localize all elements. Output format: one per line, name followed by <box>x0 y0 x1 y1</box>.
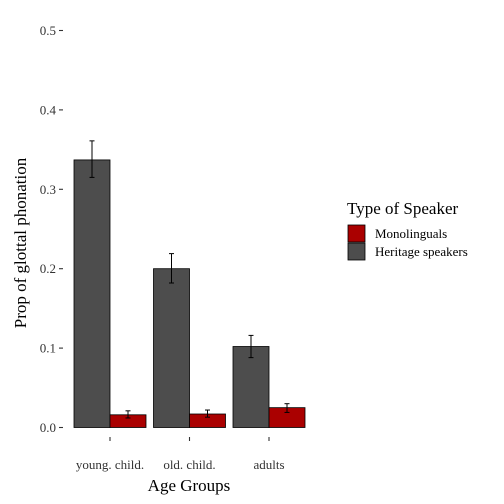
y-axis: 0.0 0.1 0.2 0.3 0.4 0.5 <box>40 23 63 435</box>
legend-swatch <box>347 224 366 243</box>
x-axis: young. child. old. child. adults <box>76 437 285 472</box>
y-tick-label: 0.2 <box>40 261 56 276</box>
x-tick-label: young. child. <box>76 457 144 472</box>
bar-heritage <box>232 346 270 428</box>
legend-title: Type of Speaker <box>347 199 458 218</box>
legend-items: Monolinguals Heritage speakers <box>347 224 468 261</box>
x-axis-title: Age Groups <box>148 476 231 495</box>
x-tick-label: old. child. <box>163 457 215 472</box>
x-tick-label: adults <box>253 457 284 472</box>
bar-heritage <box>73 159 111 428</box>
y-tick-label: 0.3 <box>40 182 56 197</box>
y-tick-label: 0.5 <box>40 23 56 38</box>
legend-swatch <box>347 242 366 261</box>
legend-label: Monolinguals <box>375 226 447 241</box>
y-axis-title: Prop of glottal phonation <box>11 157 30 328</box>
legend-label: Heritage speakers <box>375 244 468 259</box>
bars <box>73 140 306 428</box>
bar-heritage <box>153 268 190 428</box>
y-tick-label: 0.4 <box>40 102 57 117</box>
legend: Type of Speaker Monolinguals Heritage spe… <box>347 199 468 261</box>
y-tick-label: 0.0 <box>40 420 56 435</box>
y-tick-label: 0.1 <box>40 341 56 356</box>
